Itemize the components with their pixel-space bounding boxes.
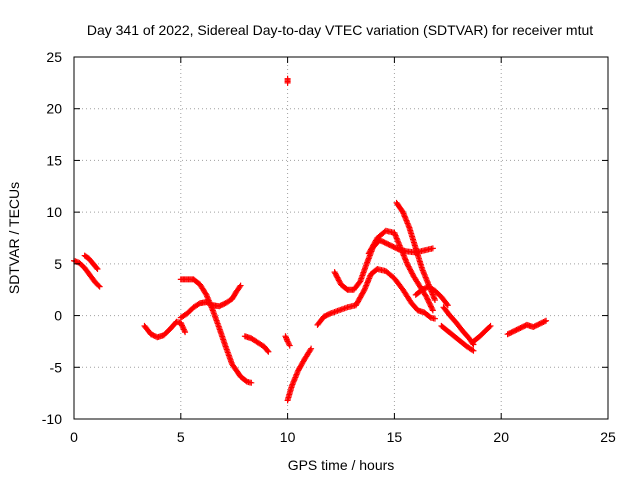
x-tick-label: 0 [70, 429, 78, 445]
data-point-marker [541, 318, 548, 325]
data-point-marker [444, 302, 451, 309]
data-point-marker [429, 306, 436, 313]
data-point-marker [264, 347, 271, 354]
data-point-marker [178, 321, 185, 328]
data-point-marker [360, 288, 367, 295]
data-point-marker [486, 323, 493, 330]
chart-title: Day 341 of 2022, Sidereal Day-to-day VTE… [87, 22, 593, 38]
data-point-marker [543, 317, 550, 324]
data-point-marker [236, 283, 243, 290]
data-point-marker [307, 346, 314, 353]
data-point-marker [425, 297, 432, 304]
data-point-marker [429, 245, 436, 252]
x-tick-label: 25 [600, 429, 616, 445]
data-point-marker [95, 282, 102, 289]
data-point-marker [248, 379, 255, 386]
data-point-marker [428, 304, 435, 311]
data-point-marker [427, 302, 434, 309]
data-markers [71, 75, 550, 404]
data-point-marker [426, 300, 433, 307]
x-tick-label: 5 [177, 429, 185, 445]
data-point-marker [424, 296, 431, 303]
data-point-marker [426, 299, 433, 306]
y-tick-label: 15 [46, 152, 62, 168]
data-point-marker [431, 315, 438, 322]
data-point-marker [182, 329, 189, 336]
data-point-marker [179, 323, 186, 330]
data-point-marker [181, 327, 188, 334]
data-point-marker [308, 345, 315, 352]
y-tick-label: 10 [46, 204, 62, 220]
data-point-marker [326, 311, 333, 318]
x-axis-label: GPS time / hours [288, 457, 395, 473]
data-point-marker [487, 322, 494, 329]
data-point-marker [96, 283, 103, 290]
y-tick-label: -5 [50, 359, 63, 375]
x-tick-label: 10 [280, 429, 296, 445]
data-point-marker [179, 322, 186, 329]
data-point-marker [93, 264, 100, 271]
x-tick-label: 15 [387, 429, 403, 445]
data-point-marker [265, 348, 272, 355]
data-point-marker [423, 293, 430, 300]
data-point-marker [286, 341, 293, 348]
data-point-marker [284, 75, 291, 82]
plot-frame [73, 56, 609, 420]
data-point-marker [237, 282, 244, 289]
y-tick-label: -10 [42, 411, 62, 427]
axis-ticks: 0 5 10 15 20 25 -10 -5 0 5 10 15 20 25 [42, 49, 616, 445]
data-point-marker [94, 266, 101, 273]
data-point-marker [431, 297, 438, 304]
y-tick-label: 0 [54, 308, 62, 324]
data-point-marker [177, 319, 184, 326]
data-point-marker [470, 347, 477, 354]
data-point-marker [427, 303, 434, 310]
data-point-marker [443, 301, 450, 308]
grid-lines [74, 57, 608, 419]
y-tick-label: 5 [54, 256, 62, 272]
data-point-marker [424, 295, 431, 302]
data-point-marker [286, 342, 293, 349]
data-point-marker [469, 346, 476, 353]
data-point-marker [180, 325, 187, 332]
data-point-marker [202, 290, 209, 297]
y-tick-label: 20 [46, 101, 62, 117]
data-point-marker [429, 307, 436, 314]
x-tick-label: 20 [493, 429, 509, 445]
y-axis-label: SDTVAR / TECUs [6, 182, 22, 294]
data-point-marker [180, 326, 187, 333]
y-tick-label: 25 [46, 49, 62, 65]
